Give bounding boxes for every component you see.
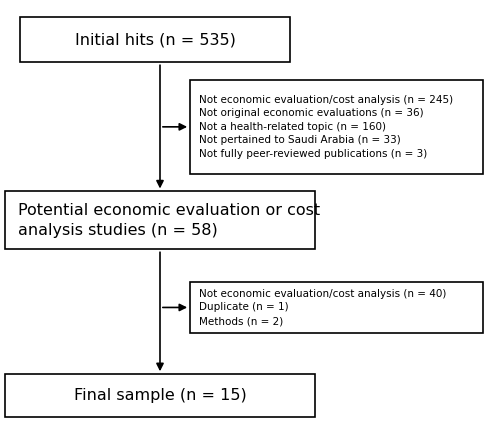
FancyBboxPatch shape: [5, 374, 315, 417]
FancyBboxPatch shape: [5, 191, 315, 249]
Text: Not economic evaluation/cost analysis (n = 245)
Not original economic evaluation: Not economic evaluation/cost analysis (n…: [199, 95, 453, 159]
Text: Final sample (n = 15): Final sample (n = 15): [74, 388, 246, 403]
Text: Not economic evaluation/cost analysis (n = 40)
Duplicate (n = 1)
Methods (n = 2): Not economic evaluation/cost analysis (n…: [199, 289, 446, 326]
FancyBboxPatch shape: [20, 17, 290, 62]
Text: Potential economic evaluation or cost
analysis studies (n = 58): Potential economic evaluation or cost an…: [18, 203, 320, 238]
FancyBboxPatch shape: [190, 80, 482, 174]
FancyBboxPatch shape: [190, 282, 482, 333]
Text: Initial hits (n = 535): Initial hits (n = 535): [74, 32, 235, 47]
